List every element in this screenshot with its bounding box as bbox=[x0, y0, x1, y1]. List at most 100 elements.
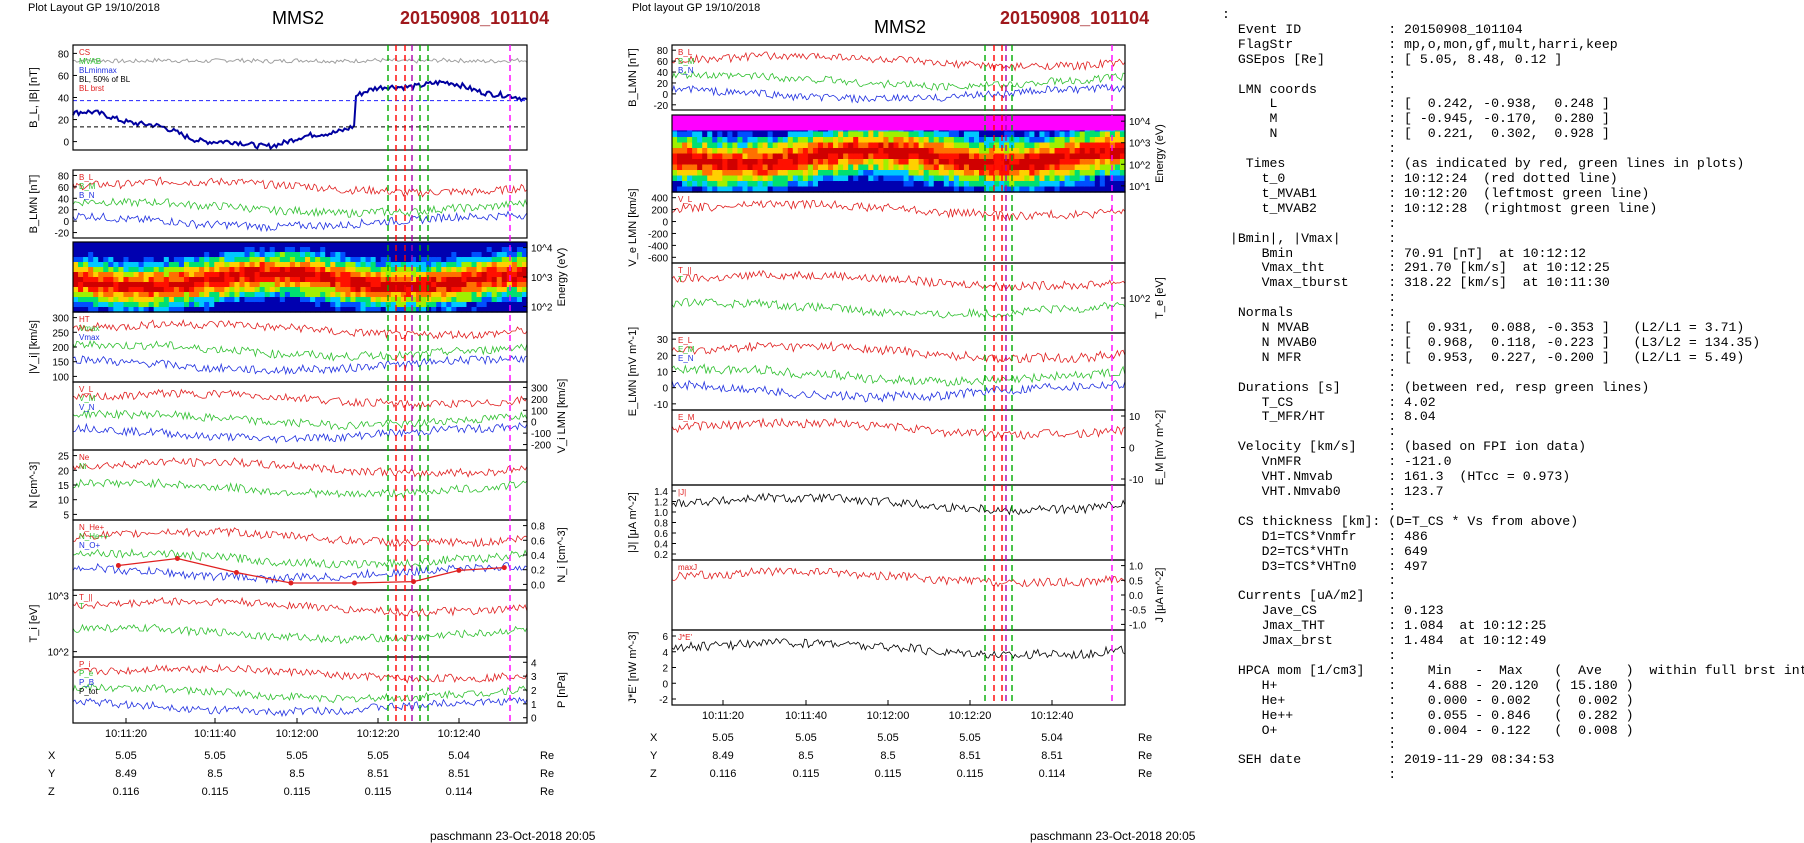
legend-entry: V_N bbox=[79, 403, 95, 412]
heatmap-cell bbox=[355, 262, 362, 268]
heatmap-cell bbox=[451, 252, 457, 258]
heatmap-cell bbox=[802, 142, 809, 149]
heatmap-cell bbox=[123, 247, 130, 253]
heatmap-cell bbox=[284, 262, 291, 268]
heatmap-cell bbox=[426, 252, 432, 258]
heatmap-cell bbox=[1099, 153, 1106, 160]
heatmap-cell bbox=[350, 277, 357, 283]
heatmap-cell bbox=[687, 175, 693, 182]
heatmap-cell bbox=[732, 153, 739, 160]
y-tick-label: -10 bbox=[654, 400, 669, 411]
heatmap-cell bbox=[893, 159, 900, 166]
y-tick-label: 20 bbox=[657, 351, 669, 362]
y-tick-label: -200 bbox=[648, 229, 668, 240]
info-line: VnMFR : -121.0 bbox=[1222, 454, 1452, 470]
heatmap-cell bbox=[78, 277, 84, 283]
heatmap-cell bbox=[999, 148, 1005, 155]
heatmap-cell bbox=[410, 252, 417, 258]
heatmap-cell bbox=[274, 267, 281, 273]
heatmap-cell bbox=[315, 307, 321, 313]
heatmap-cell bbox=[138, 307, 145, 313]
heatmap-cell bbox=[416, 267, 422, 273]
series-right-5-0 bbox=[671, 417, 1126, 440]
heatmap-cell bbox=[456, 287, 463, 293]
heatmap-cell bbox=[451, 277, 457, 283]
heatmap-cell bbox=[1064, 153, 1071, 160]
heatmap-cell bbox=[93, 272, 99, 278]
heatmap-cell bbox=[259, 267, 266, 273]
series-left-6-2 bbox=[72, 562, 528, 584]
heatmap-cell bbox=[1024, 142, 1030, 149]
heatmap-cell bbox=[1009, 159, 1015, 166]
heatmap-cell bbox=[244, 282, 251, 288]
heatmap-cell bbox=[461, 282, 468, 288]
heatmap-cell bbox=[128, 297, 135, 303]
heatmap-cell bbox=[108, 277, 114, 283]
heatmap-cell bbox=[78, 307, 84, 313]
heatmap-cell bbox=[199, 267, 205, 273]
heatmap-cell bbox=[496, 262, 503, 268]
heatmap-cell bbox=[320, 302, 326, 308]
heatmap-cell bbox=[1064, 142, 1071, 149]
heatmap-cell bbox=[456, 302, 463, 308]
heatmap-cell bbox=[118, 292, 125, 298]
heatmap-cell bbox=[315, 267, 321, 273]
heatmap-cell bbox=[938, 142, 945, 149]
heatmap-cell bbox=[928, 175, 935, 182]
heatmap-cell bbox=[108, 262, 114, 268]
heatmap-cell bbox=[325, 262, 331, 268]
position-value: 5.05 bbox=[286, 750, 307, 762]
heatmap-cell bbox=[486, 277, 493, 283]
info-line: N MFR : [ 0.953, 0.227, -0.200 ] (L2/L1 … bbox=[1222, 349, 1745, 365]
heatmap-cell bbox=[858, 175, 864, 182]
heatmap-cell bbox=[471, 277, 478, 283]
heatmap-cell bbox=[722, 148, 728, 155]
heatmap-cell bbox=[481, 247, 488, 253]
heatmap-cell bbox=[289, 287, 296, 293]
info-line: Durations [s] : (between red, resp green… bbox=[1222, 379, 1650, 395]
heatmap-cell bbox=[229, 307, 236, 313]
heatmap-cell bbox=[1044, 181, 1051, 188]
position-value: 5.05 bbox=[115, 750, 136, 762]
info-line: |Bmin|, |Vmax| : bbox=[1222, 230, 1397, 246]
heatmap-cell bbox=[456, 267, 463, 273]
y-tick-label: 10^2 bbox=[1129, 160, 1151, 171]
heatmap-cell bbox=[345, 302, 352, 308]
data-point bbox=[351, 580, 357, 586]
heatmap-cell bbox=[863, 170, 869, 177]
heatmap-cell bbox=[264, 262, 271, 268]
heatmap-cell bbox=[204, 297, 210, 303]
heatmap-cell bbox=[385, 242, 392, 248]
heatmap-cell bbox=[913, 164, 920, 171]
heatmap-cell bbox=[249, 252, 256, 258]
heatmap-cell bbox=[1004, 148, 1010, 155]
heatmap-cell bbox=[461, 302, 468, 308]
heatmap-cell bbox=[73, 252, 79, 258]
heatmap-cell bbox=[843, 181, 849, 188]
heatmap-cell bbox=[446, 242, 452, 248]
heatmap-cell bbox=[984, 175, 990, 182]
heatmap-cell bbox=[153, 267, 160, 273]
heatmap-cell bbox=[88, 277, 94, 283]
heatmap-cell bbox=[158, 272, 165, 278]
heatmap-cell bbox=[88, 282, 94, 288]
heatmap-cell bbox=[868, 159, 874, 166]
heatmap-cell bbox=[923, 164, 930, 171]
info-line: : bbox=[1222, 647, 1397, 663]
heatmap-cell bbox=[305, 287, 311, 293]
heatmap-cell bbox=[848, 181, 854, 188]
heatmap-cell bbox=[742, 159, 749, 166]
heatmap-cell bbox=[93, 297, 99, 303]
heatmap-cell bbox=[279, 267, 286, 273]
legend-entry: Vmax bbox=[79, 324, 99, 333]
heatmap-cell bbox=[797, 186, 804, 193]
heatmap-cell bbox=[173, 257, 180, 263]
heatmap-cell bbox=[426, 282, 432, 288]
heatmap-cell bbox=[289, 257, 296, 263]
heatmap-cell bbox=[812, 181, 819, 188]
heatmap-cell bbox=[108, 272, 114, 278]
heatmap-cell bbox=[687, 159, 693, 166]
heatmap-cell bbox=[1024, 186, 1030, 193]
heatmap-cell bbox=[123, 282, 130, 288]
heatmap-cell bbox=[194, 287, 200, 293]
